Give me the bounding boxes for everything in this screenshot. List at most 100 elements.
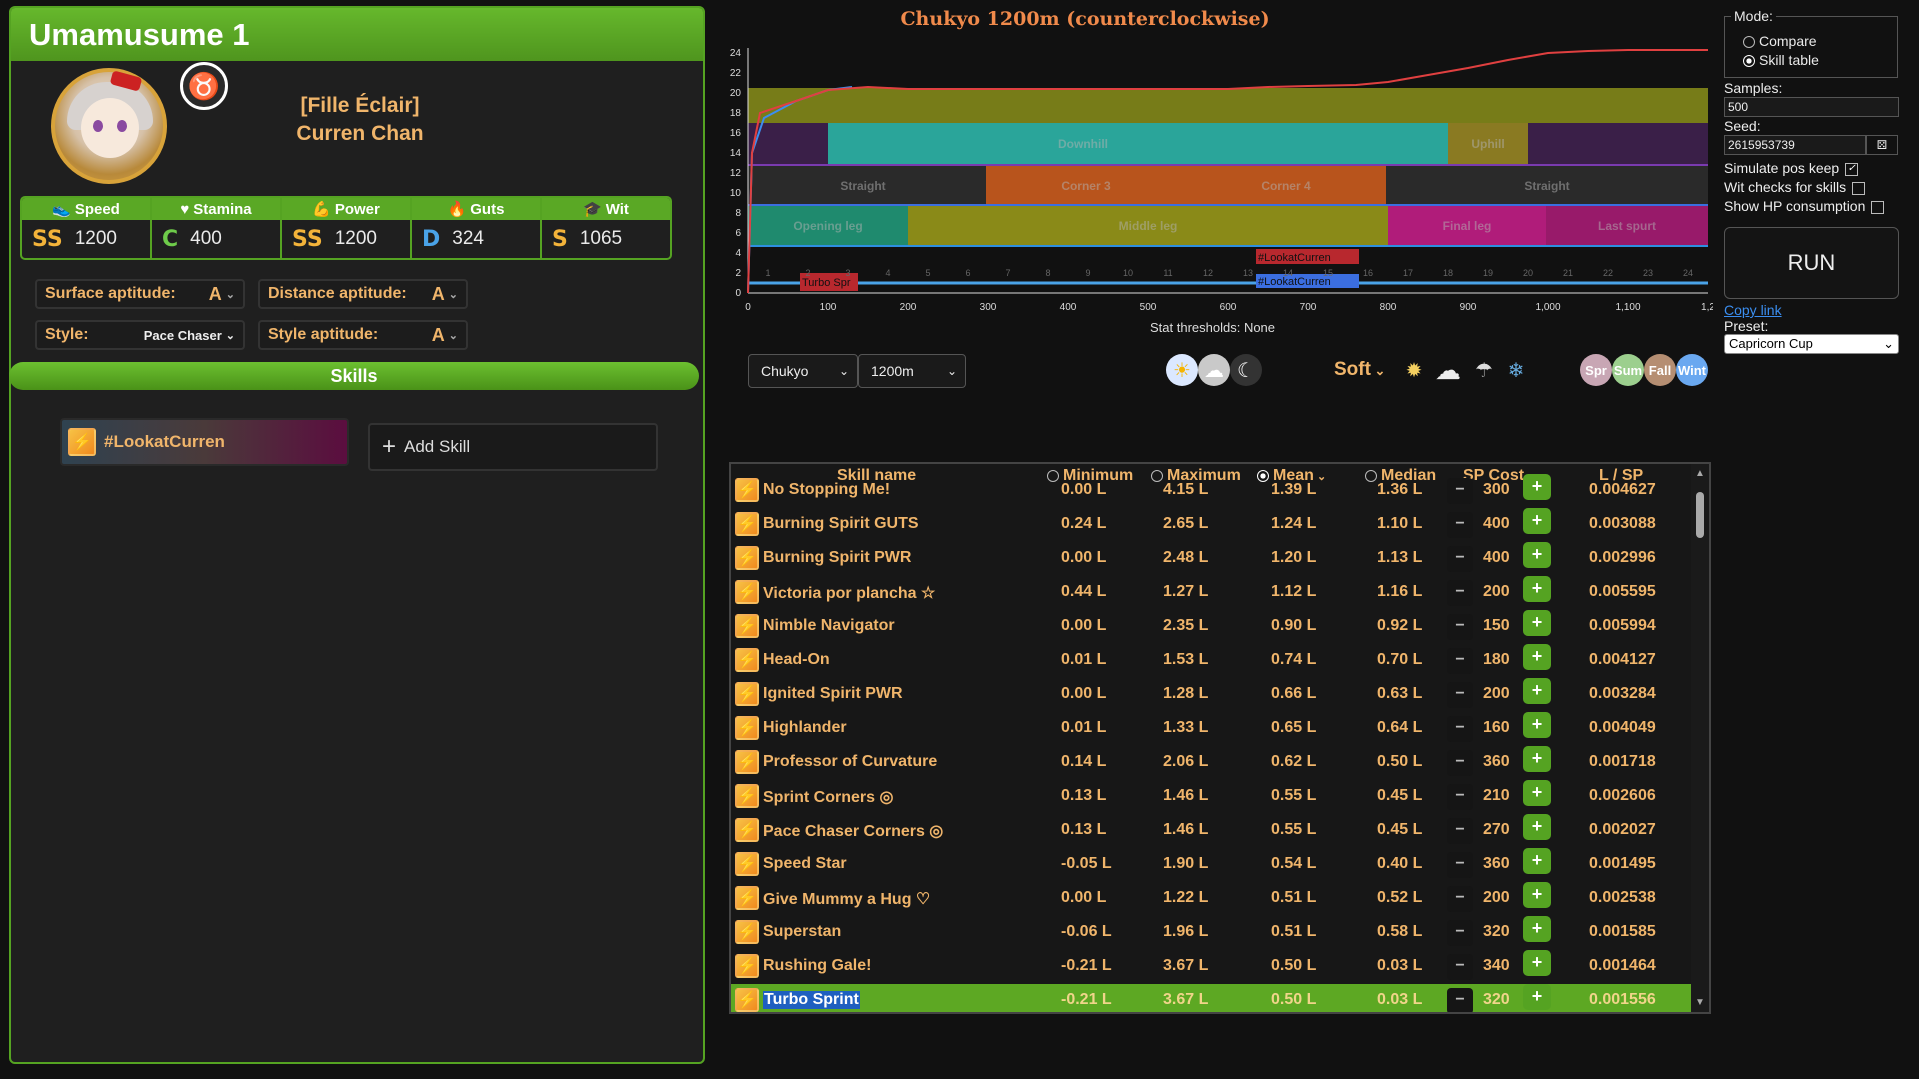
style-select[interactable]: Style: Pace Chaser ⌄ — [35, 320, 245, 350]
sort-radio[interactable] — [1047, 469, 1059, 482]
samples-input[interactable]: 500 — [1724, 97, 1899, 117]
minus-button[interactable]: − — [1447, 750, 1473, 776]
uma-portrait[interactable] — [51, 68, 167, 184]
col-median[interactable]: Median — [1365, 467, 1436, 485]
radio-circle[interactable] — [1743, 55, 1755, 68]
table-row[interactable]: ⚡ Nimble Navigator 0.00 L 2.35 L 0.90 L 0.92 … — [731, 610, 1693, 644]
col-skill-name[interactable]: Skill name — [837, 467, 917, 484]
table-row[interactable]: ⚡ Superstan -0.06 L 1.96 L 0.51 L 0.58 L −320 +… — [731, 916, 1693, 950]
sunny-icon[interactable]: ✹ — [1405, 359, 1423, 382]
minus-button[interactable]: − — [1447, 784, 1473, 810]
run-button[interactable]: RUN — [1724, 227, 1899, 299]
table-row[interactable]: ⚡ Highlander 0.01 L 1.33 L 0.65 L 0.64 L −160 +… — [731, 712, 1693, 746]
stat-value-input[interactable]: 1065 — [579, 228, 623, 249]
col-mean[interactable]: Mean ⌄ — [1257, 467, 1326, 485]
plus-button[interactable]: + — [1523, 848, 1551, 874]
season-summer-button[interactable]: Sum — [1612, 354, 1644, 386]
add-skill-button[interactable]: + Add Skill — [368, 423, 658, 471]
minus-button[interactable]: − — [1447, 818, 1473, 844]
sun-icon[interactable]: ☀ — [1166, 354, 1198, 386]
distance-aptitude-select[interactable]: Distance aptitude: A ⌄ — [258, 279, 468, 309]
sort-radio[interactable] — [1257, 469, 1269, 482]
scroll-thumb[interactable] — [1696, 492, 1704, 538]
snowy-icon[interactable]: ❄ — [1507, 359, 1525, 382]
season-fall-button[interactable]: Fall — [1644, 354, 1676, 386]
minus-button[interactable]: − — [1447, 580, 1473, 606]
minus-button[interactable]: − — [1447, 546, 1473, 572]
racetrack-select[interactable]: Chukyo ⌄ — [748, 354, 858, 388]
minus-button[interactable]: − — [1447, 886, 1473, 912]
season-winter-button[interactable]: Wint — [1676, 354, 1708, 386]
style-aptitude-select[interactable]: Style aptitude: A ⌄ — [258, 320, 468, 350]
col-l-per-sp[interactable]: L / SP — [1599, 467, 1644, 484]
checkbox-checked[interactable]: ✓ — [1845, 162, 1859, 176]
scroll-up-icon[interactable]: ▲ — [1695, 468, 1705, 479]
sim-pos-keep-option[interactable]: Simulate pos keep ✓ — [1724, 160, 1859, 176]
plus-button[interactable]: + — [1523, 508, 1551, 534]
distance-select[interactable]: 1200m ⌄ — [858, 354, 966, 388]
seed-input[interactable]: 2615953739 — [1724, 135, 1866, 155]
table-row[interactable]: ⚡ Turbo Sprint -0.21 L 3.67 L 0.50 L 0.03 L −3… — [731, 984, 1693, 1012]
mode-skill-table-radio[interactable]: Skill table — [1743, 52, 1819, 68]
plus-button[interactable]: + — [1523, 644, 1551, 670]
plus-button[interactable]: + — [1523, 814, 1551, 840]
table-row[interactable]: ⚡ Speed Star -0.05 L 1.90 L 0.54 L 0.40 L −360… — [731, 848, 1693, 882]
preset-select[interactable]: Capricorn Cup ⌄ — [1724, 334, 1899, 354]
plus-button[interactable]: + — [1523, 984, 1551, 1010]
stat-value-input[interactable]: 1200 — [334, 228, 377, 249]
table-row[interactable]: ⚡ Ignited Spirit PWR 0.00 L 1.28 L 0.66 L 0.6… — [731, 678, 1693, 712]
table-row[interactable]: ⚡ Rushing Gale! -0.21 L 3.67 L 0.50 L 0.03 L −… — [731, 950, 1693, 984]
table-row[interactable]: ⚡ Pace Chaser Corners ◎ 0.13 L 1.46 L 0.55 L… — [731, 814, 1693, 848]
mode-compare-radio[interactable]: Compare — [1743, 33, 1817, 49]
ground-condition-select[interactable]: Soft ⌄ — [1334, 359, 1385, 381]
skill-activation-marker[interactable] — [1256, 249, 1359, 264]
table-row[interactable]: ⚡ Burning Spirit GUTS 0.24 L 2.65 L 1.24 L 1.… — [731, 508, 1693, 542]
table-row[interactable]: ⚡ Give Mummy a Hug ♡ 0.00 L 1.22 L 0.51 L 0.5… — [731, 882, 1693, 916]
table-row[interactable]: ⚡ Sprint Corners ◎ 0.13 L 1.46 L 0.55 L 0.45 … — [731, 780, 1693, 814]
plus-button[interactable]: + — [1523, 780, 1551, 806]
plus-button[interactable]: + — [1523, 746, 1551, 772]
minus-button[interactable]: − — [1447, 852, 1473, 878]
checkbox-unchecked[interactable] — [1852, 181, 1866, 195]
plus-button[interactable]: + — [1523, 474, 1551, 500]
plus-button[interactable]: + — [1523, 678, 1551, 704]
plus-button[interactable]: + — [1523, 610, 1551, 636]
character-select-icon[interactable]: ♉ — [180, 62, 228, 110]
stat-value-input[interactable]: 1200 — [74, 228, 117, 249]
minus-button[interactable]: − — [1447, 716, 1473, 742]
minus-button[interactable]: − — [1447, 478, 1473, 504]
sort-radio[interactable] — [1151, 469, 1163, 482]
col-minimum[interactable]: Minimum — [1047, 467, 1133, 485]
moon-icon[interactable]: ☾ — [1230, 354, 1262, 386]
table-row[interactable]: ⚡ Burning Spirit PWR 0.00 L 2.48 L 1.20 L 1.1… — [731, 542, 1693, 576]
table-row[interactable]: ⚡ Head-On 0.01 L 1.53 L 0.74 L 0.70 L −180 +0.0… — [731, 644, 1693, 678]
table-scrollbar[interactable]: ▲ ▼ — [1691, 464, 1709, 1012]
stat-value-input[interactable]: 324 — [452, 228, 484, 249]
minus-button[interactable]: − — [1447, 954, 1473, 980]
minus-button[interactable]: − — [1447, 512, 1473, 538]
minus-button[interactable]: − — [1447, 648, 1473, 674]
rainy-icon[interactable]: ☂ — [1475, 359, 1493, 382]
cloudy-sun-icon[interactable]: ☁ — [1198, 354, 1230, 386]
plus-button[interactable]: + — [1523, 916, 1551, 942]
wit-checks-option[interactable]: Wit checks for skills — [1724, 179, 1866, 195]
table-row[interactable]: ⚡ No Stopping Me! 0.00 L 4.15 L 1.39 L 1.36 L… — [731, 474, 1693, 508]
minus-button[interactable]: − — [1447, 988, 1473, 1012]
skill-activation-marker[interactable] — [800, 273, 858, 291]
minus-button[interactable]: − — [1447, 682, 1473, 708]
surface-aptitude-select[interactable]: Surface aptitude: A ⌄ — [35, 279, 245, 309]
minus-button[interactable]: − — [1447, 920, 1473, 946]
season-spring-button[interactable]: Spr — [1580, 354, 1612, 386]
checkbox-unchecked[interactable] — [1871, 200, 1885, 214]
table-row[interactable]: ⚡ Victoria por plancha ☆ 0.44 L 1.27 L 1.12 … — [731, 576, 1693, 610]
sort-radio[interactable] — [1365, 469, 1377, 482]
plus-button[interactable]: + — [1523, 882, 1551, 908]
scroll-down-icon[interactable]: ▼ — [1695, 997, 1705, 1008]
cloudy-icon[interactable]: ☁ — [1435, 354, 1461, 385]
radio-circle[interactable] — [1743, 36, 1755, 49]
stat-value-input[interactable]: 400 — [190, 228, 222, 249]
plus-button[interactable]: + — [1523, 576, 1551, 602]
plus-button[interactable]: + — [1523, 950, 1551, 976]
plus-button[interactable]: + — [1523, 712, 1551, 738]
copy-link[interactable]: Copy link — [1724, 302, 1782, 318]
